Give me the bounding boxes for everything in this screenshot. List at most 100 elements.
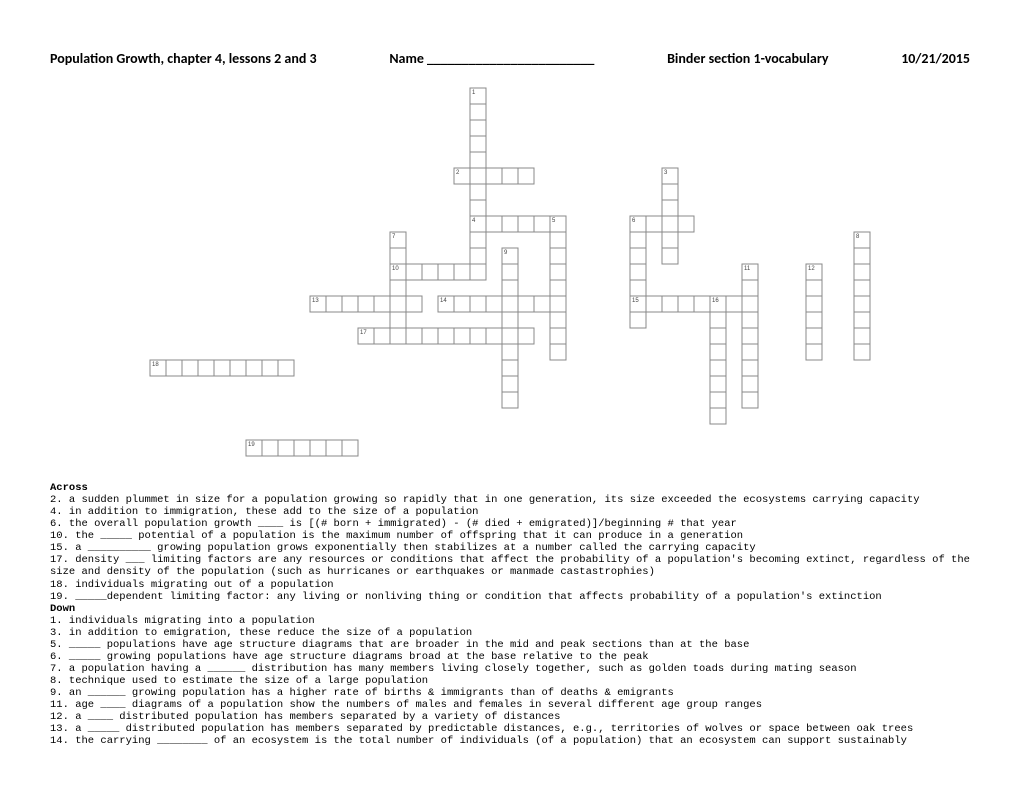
crossword-cell: [358, 296, 374, 312]
crossword-cell: [454, 296, 470, 312]
cell-number: 18: [152, 362, 159, 368]
crossword-cell: [470, 152, 486, 168]
crossword-cell: [646, 296, 662, 312]
crossword-cell: [502, 216, 518, 232]
crossword-cell: [806, 344, 822, 360]
crossword-cell: [470, 328, 486, 344]
crossword-cell: [470, 120, 486, 136]
crossword-cell: [406, 296, 422, 312]
title: Population Growth, chapter 4, lessons 2 …: [50, 50, 317, 67]
crossword-cell: [630, 232, 646, 248]
crossword-cell: [806, 312, 822, 328]
crossword-cell: [182, 360, 198, 376]
clues: Across 2. a sudden plummet in size for a…: [50, 482, 970, 747]
crossword-cell: [710, 344, 726, 360]
crossword-cell: [742, 280, 758, 296]
crossword-cell: [710, 376, 726, 392]
across-clues: 2. a sudden plummet in size for a popula…: [50, 494, 970, 603]
crossword-cell: [278, 360, 294, 376]
crossword-cell: [534, 216, 550, 232]
crossword-cell: [550, 296, 566, 312]
crossword-cell: [470, 184, 486, 200]
cell-number: 14: [440, 298, 447, 304]
crossword-cell: [630, 280, 646, 296]
crossword-cell: [550, 344, 566, 360]
crossword-cell: [806, 296, 822, 312]
crossword-cell: [390, 248, 406, 264]
crossword-cell: [550, 232, 566, 248]
crossword-cell: [550, 280, 566, 296]
crossword-cell: [662, 296, 678, 312]
crossword-cell: [854, 296, 870, 312]
cell-number: 13: [312, 298, 319, 304]
crossword-cell: [854, 312, 870, 328]
crossword-cell: [742, 344, 758, 360]
crossword-cell: [502, 280, 518, 296]
crossword-cell: [662, 248, 678, 264]
crossword-cell: [198, 360, 214, 376]
crossword-cell: [854, 344, 870, 360]
crossword-cell: [422, 264, 438, 280]
crossword-cell: [694, 296, 710, 312]
crossword-cell: [742, 328, 758, 344]
crossword-cell: [710, 360, 726, 376]
crossword-cell: [678, 216, 694, 232]
crossword-cell: [438, 328, 454, 344]
crossword-cell: [502, 168, 518, 184]
crossword-cell: [710, 312, 726, 328]
crossword-cell: [550, 248, 566, 264]
header: Population Growth, chapter 4, lessons 2 …: [50, 50, 970, 67]
crossword-cell: [710, 392, 726, 408]
crossword-cell: [854, 280, 870, 296]
crossword-cell: [406, 264, 422, 280]
name-field: Name ________________________: [389, 50, 594, 67]
crossword-cell: [166, 360, 182, 376]
cell-number: 16: [712, 298, 719, 304]
crossword-cell: [502, 264, 518, 280]
crossword-cell: [390, 296, 406, 312]
crossword-cell: [662, 200, 678, 216]
crossword-cell: [742, 392, 758, 408]
crossword-cell: [742, 376, 758, 392]
crossword-cell: [854, 328, 870, 344]
crossword-cell: [518, 296, 534, 312]
crossword-cell: [342, 296, 358, 312]
crossword-cell: [742, 296, 758, 312]
crossword-cell: [502, 376, 518, 392]
crossword-cell: [262, 440, 278, 456]
crossword-cell: [454, 328, 470, 344]
cell-number: 15: [632, 298, 639, 304]
crossword-cell: [214, 360, 230, 376]
down-clues: 1. individuals migrating into a populati…: [50, 615, 970, 748]
crossword-cell: [326, 296, 342, 312]
crossword-cell: [630, 312, 646, 328]
crossword-cell: [854, 264, 870, 280]
crossword-cell: [486, 216, 502, 232]
crossword-cell: [230, 360, 246, 376]
crossword-cell: [518, 168, 534, 184]
crossword-cell: [470, 248, 486, 264]
crossword-cell: [854, 248, 870, 264]
crossword-cell: [662, 216, 678, 232]
crossword-cell: [470, 104, 486, 120]
crossword-cell: [246, 360, 262, 376]
across-label: Across: [50, 482, 88, 494]
crossword-cell: [662, 232, 678, 248]
cell-number: 11: [744, 266, 751, 272]
crossword-cell: [742, 360, 758, 376]
crossword-cell: [406, 328, 422, 344]
crossword-cell: [470, 232, 486, 248]
crossword-cell: [326, 440, 342, 456]
crossword-cell: [390, 328, 406, 344]
crossword-cell: [806, 328, 822, 344]
crossword-cell: [470, 296, 486, 312]
crossword-cell: [294, 440, 310, 456]
crossword-cell: [726, 296, 742, 312]
crossword-cell: [550, 264, 566, 280]
crossword-cell: [310, 440, 326, 456]
cell-number: 17: [360, 330, 367, 336]
crossword-cell: [486, 296, 502, 312]
section: Binder section 1-vocabulary: [667, 50, 828, 67]
cell-number: 10: [392, 266, 399, 272]
date: 10/21/2015: [901, 50, 970, 67]
